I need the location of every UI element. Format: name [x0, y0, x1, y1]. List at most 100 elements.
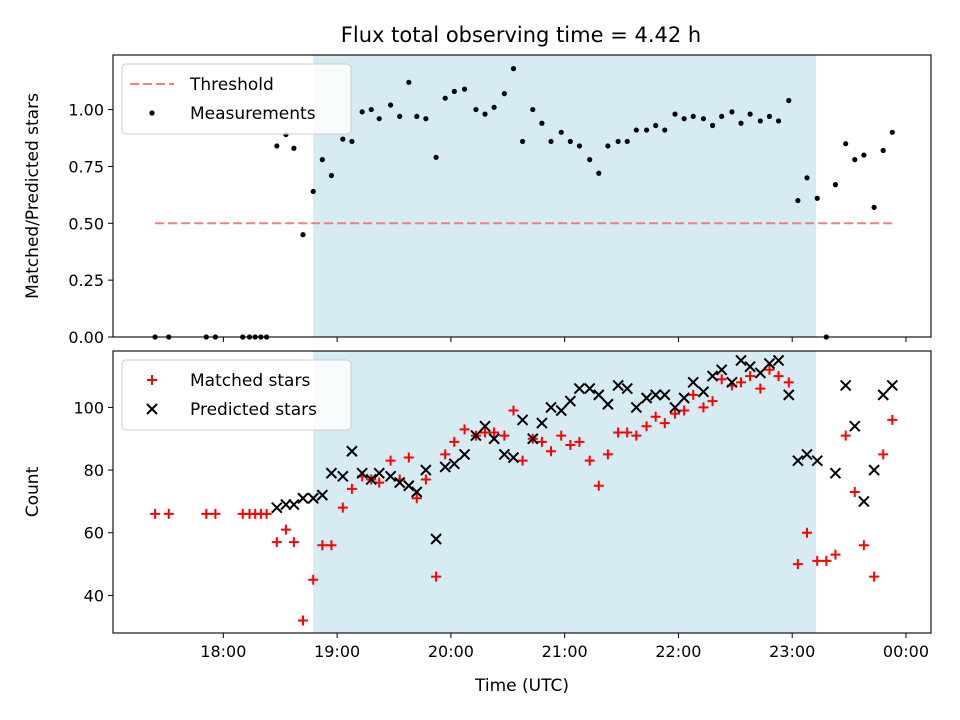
data-point — [564, 395, 577, 407]
data-point — [451, 88, 457, 94]
data-point — [337, 470, 349, 483]
data-point — [498, 448, 511, 461]
data-point — [775, 118, 782, 124]
data-point — [346, 445, 358, 457]
data-point — [690, 113, 696, 120]
data-point — [670, 408, 681, 419]
data-point — [479, 420, 491, 432]
data-point — [605, 143, 611, 149]
data-point — [612, 379, 624, 392]
data-point — [659, 418, 670, 429]
data-point — [700, 116, 707, 122]
data-point — [792, 454, 804, 467]
data-point — [887, 414, 898, 425]
data-point — [871, 204, 877, 210]
data-point — [261, 508, 272, 519]
data-point — [786, 97, 792, 104]
legend-label: Predicted stars — [190, 400, 317, 420]
data-point — [736, 377, 747, 388]
x-tick-label: 19:00 — [314, 642, 360, 661]
data-point — [297, 492, 309, 504]
x-axis-label: Time (UTC) — [474, 676, 569, 696]
data-point — [757, 118, 763, 124]
data-point — [821, 555, 832, 566]
data-point — [393, 476, 406, 489]
data-point — [325, 467, 338, 479]
legend: Matched stars Predicted stars — [121, 359, 352, 431]
series-predicted-stars — [271, 354, 899, 545]
data-point — [678, 392, 690, 404]
data-point — [201, 508, 212, 519]
data-point — [715, 364, 728, 376]
data-point — [830, 549, 841, 560]
data-point — [489, 427, 500, 438]
data-point — [403, 480, 415, 492]
data-point — [491, 104, 497, 110]
data-point — [433, 154, 439, 160]
data-point — [507, 451, 520, 464]
data-point — [458, 448, 471, 461]
data-point — [681, 116, 687, 122]
data-point — [545, 401, 557, 414]
data-point — [783, 377, 794, 388]
x-tick-label: 00:00 — [883, 642, 929, 661]
data-point — [716, 374, 727, 385]
data-point — [622, 427, 633, 438]
data-point — [555, 404, 567, 417]
data-point — [548, 138, 554, 145]
figure-title: Flux total observing time = 4.42 h — [341, 23, 701, 47]
data-point — [308, 574, 319, 585]
data-point — [319, 157, 325, 163]
legend: Threshold Measurements — [121, 63, 352, 135]
data-point — [688, 389, 699, 400]
data-point — [271, 501, 283, 514]
y-axis-label: Count — [23, 466, 43, 517]
data-point — [576, 143, 583, 149]
axes-frame — [112, 54, 932, 338]
data-point — [473, 106, 479, 113]
data-point — [679, 405, 690, 416]
ratio-panel: 0.00 0.25 0.50 0.75 1.00 Matched/Predicted st… — [23, 54, 932, 347]
x-tick-label: 18:00 — [200, 642, 246, 661]
data-point — [349, 138, 355, 145]
y-tick-label: 0.25 — [68, 271, 104, 290]
data-point — [574, 436, 585, 447]
data-point — [310, 188, 316, 195]
data-point — [150, 508, 161, 519]
data-point — [795, 197, 801, 204]
data-point — [613, 427, 624, 438]
data-point — [643, 127, 650, 133]
data-point — [697, 386, 710, 398]
data-point — [337, 502, 348, 513]
count-panel: 40 60 80 100 18:00 19:00 20:00 21:00 22:00 23:00 0… — [23, 350, 932, 696]
data-point — [326, 540, 337, 551]
data-point — [488, 433, 500, 445]
data-point — [411, 486, 423, 498]
data-point — [669, 401, 681, 414]
data-point — [536, 417, 548, 429]
data-point — [772, 354, 785, 367]
data-point — [754, 367, 767, 379]
data-point — [300, 232, 306, 238]
data-point — [698, 402, 709, 413]
data-point — [707, 396, 718, 407]
data-point — [593, 480, 604, 491]
data-point — [356, 467, 368, 479]
y-tick-label: 0.75 — [68, 157, 104, 176]
data-point — [365, 473, 377, 486]
data-point — [783, 389, 795, 401]
data-point — [583, 382, 596, 395]
data-point — [440, 449, 451, 460]
data-point — [811, 454, 823, 467]
data-point — [650, 411, 661, 422]
data-point — [414, 113, 420, 120]
data-point — [565, 440, 576, 450]
data-point — [567, 138, 573, 145]
data-point — [812, 555, 823, 566]
data-point — [397, 113, 403, 120]
data-point — [832, 182, 839, 188]
data-point — [706, 370, 719, 382]
data-point — [317, 540, 328, 551]
data-point — [640, 392, 653, 404]
data-point — [653, 122, 659, 129]
